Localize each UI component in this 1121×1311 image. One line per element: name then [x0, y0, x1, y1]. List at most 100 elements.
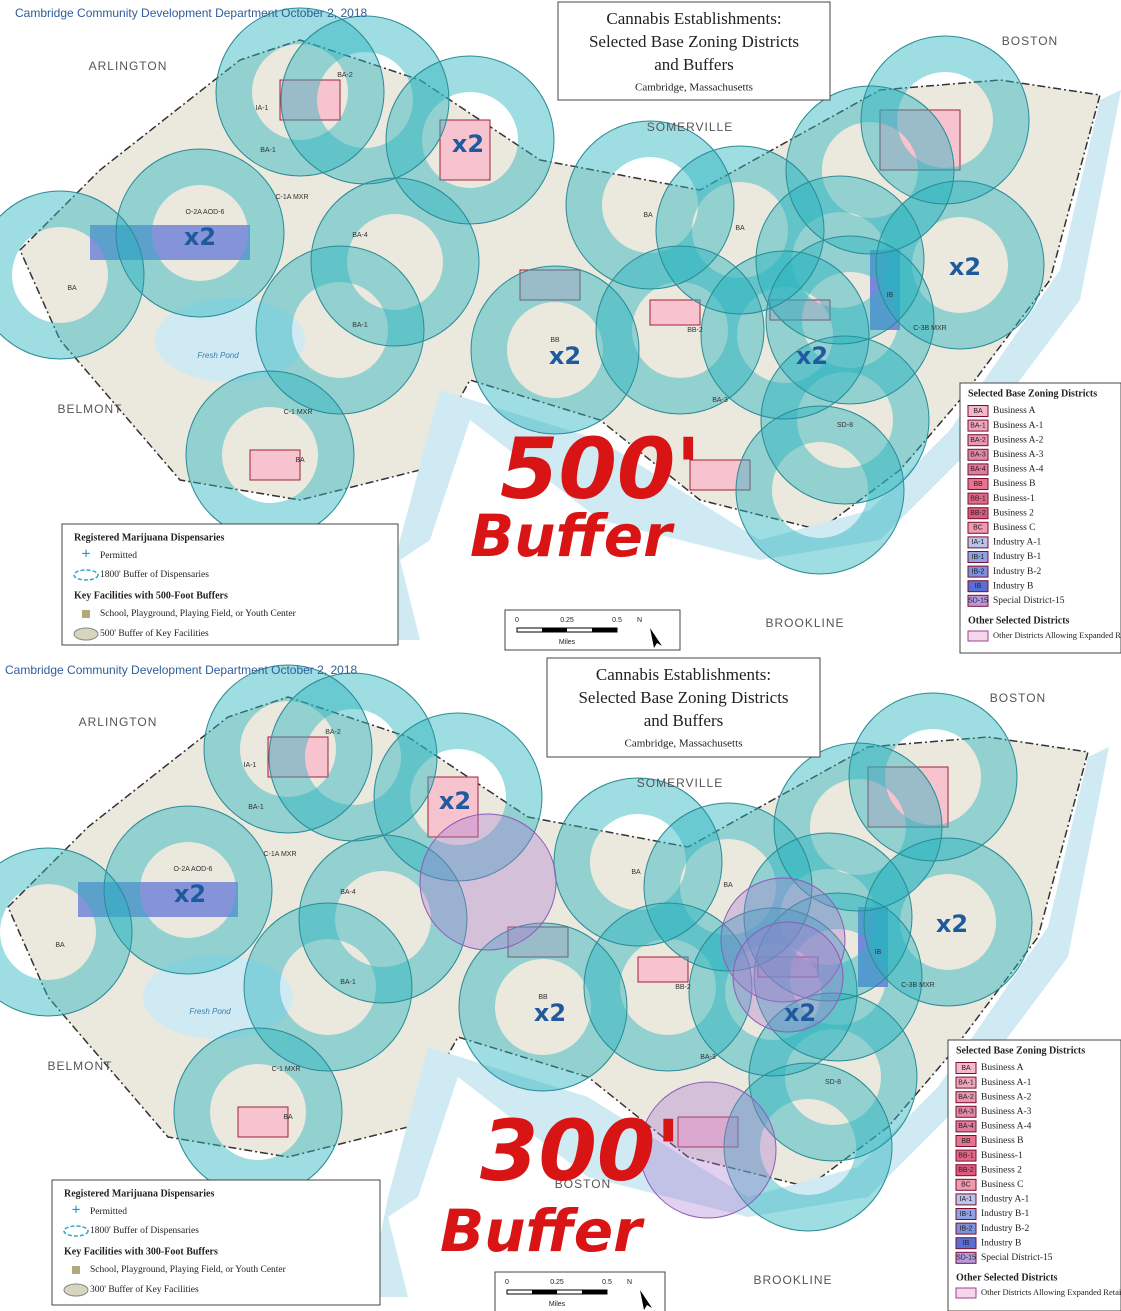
zone-code: IB-2 — [960, 1225, 973, 1232]
zone-name: Business A-3 — [993, 450, 1044, 460]
legend-item: 500' Buffer of Key Facilities — [100, 628, 209, 639]
facility-buffer — [766, 236, 934, 404]
legend-icon — [82, 610, 90, 618]
buffer-edge — [860, 35, 1030, 205]
added-buffer — [639, 1081, 777, 1219]
zone-name: Industry B-2 — [993, 567, 1042, 577]
legend-item: 300' Buffer of Key Facilities — [90, 1284, 199, 1295]
zone-swatch — [967, 419, 989, 432]
zone-code: BA-2 — [970, 437, 986, 444]
zone-code: BC — [961, 1182, 971, 1189]
zone-label: IB — [887, 292, 894, 299]
zone-name: Industry B-2 — [981, 1224, 1030, 1234]
buffer-edge — [298, 834, 468, 1004]
zone-label: BA-2 — [337, 72, 353, 79]
zone-label: C-3B MXR — [913, 325, 946, 332]
facility-buffer — [864, 838, 1032, 1006]
buffer-edge — [773, 742, 943, 912]
zone-code: BA-3 — [958, 1109, 974, 1116]
legend-icon — [73, 569, 99, 581]
legend-title: Selected Base Zoning Districts — [956, 1045, 1085, 1056]
district-patch — [649, 299, 701, 326]
zone-swatch — [955, 1237, 977, 1250]
buffer-edge — [700, 250, 870, 420]
zone-code: SD-15 — [968, 598, 988, 605]
scale-tick-label: 0.25 — [560, 617, 574, 624]
zone-code: BC — [973, 525, 983, 532]
zone-swatch — [955, 1222, 977, 1235]
title-line: Cannabis Establishments: — [606, 9, 781, 28]
zone-code: BA-4 — [970, 466, 986, 473]
facility-buffer — [311, 178, 479, 346]
title-line: Cannabis Establishments: — [596, 665, 771, 684]
zone-code: BA-1 — [958, 1079, 974, 1086]
zone-name: Business A — [993, 406, 1036, 416]
water-label: Fresh Pond — [197, 351, 239, 360]
zone-name: Business-1 — [981, 1151, 1023, 1161]
multiplier-label: x2 — [534, 999, 566, 1027]
buffer-edge — [875, 180, 1045, 350]
scale-tick-label: 0 — [505, 1279, 509, 1286]
buffer-edge — [760, 335, 930, 505]
scale-bar — [542, 628, 567, 632]
zone-name: Business B — [981, 1136, 1024, 1146]
legend-item: School, Playground, Playing Field, or Yo… — [90, 1265, 287, 1275]
buffer-edge — [848, 692, 1018, 862]
scale-tick-label: 0 — [515, 617, 519, 624]
multiplier-label: x2 — [452, 130, 484, 158]
map-panel: BA-2 IA-1 BA-1 C-1A MXR O-2A AOD-6 BA BA-4 BA-1… — [0, 657, 1121, 1311]
legend-title: Other Selected Districts — [968, 615, 1070, 626]
zone-name: Industry B-1 — [993, 552, 1042, 562]
facility-buffer — [386, 56, 554, 224]
zone-swatch — [955, 1105, 977, 1118]
facility-buffer — [104, 806, 272, 974]
zone-name: Business A-1 — [993, 421, 1044, 431]
legend-title: Key Facilities with 500-Foot Buffers — [74, 590, 228, 601]
zone-swatch — [967, 580, 989, 593]
zone-code: BA-2 — [958, 1094, 974, 1101]
facility-buffer — [656, 146, 824, 314]
buffer-edge — [643, 802, 813, 972]
zone-label: BA — [631, 869, 641, 876]
place-label: BOSTON — [990, 691, 1046, 705]
district-patch — [237, 1106, 289, 1138]
legend-title: Other Selected Districts — [956, 1272, 1058, 1283]
zone-name: Business A-4 — [993, 465, 1044, 475]
zone-code: BB-1 — [958, 1152, 974, 1159]
buffer-edge — [470, 265, 640, 435]
zone-label: C-1A MXR — [275, 194, 308, 201]
facility-buffer — [0, 848, 132, 1016]
facility-buffer — [724, 1063, 892, 1231]
industry-patch — [858, 907, 888, 987]
north-arrow — [640, 1290, 652, 1310]
legend-item: 1800' Buffer of Dispensaries — [100, 569, 209, 580]
zone-code: IA-1 — [972, 539, 985, 546]
scale-bar — [582, 1290, 607, 1294]
title-line: Selected Base Zoning Districts — [589, 32, 799, 51]
zone-name: Business C — [993, 523, 1036, 533]
buffer-edge — [655, 145, 825, 315]
zone-swatch — [955, 1149, 977, 1162]
zone-label: BA — [643, 212, 653, 219]
facility-buffer — [471, 266, 639, 434]
zone-swatch — [967, 565, 989, 578]
facility-buffer — [299, 835, 467, 1003]
zone-name: Business C — [981, 1180, 1024, 1190]
place-label: ARLINGTON — [89, 59, 168, 73]
hatch-swatch — [955, 1287, 977, 1299]
buffer-edge — [0, 847, 133, 1017]
zone-swatch — [967, 434, 989, 447]
zone-label: O-2A AOD-6 — [186, 209, 225, 216]
zone-label: BA-2 — [325, 729, 341, 736]
facility-buffer — [749, 993, 917, 1161]
district-patch — [267, 736, 329, 778]
zone-name: Industry B-1 — [981, 1209, 1030, 1219]
zone-swatch — [967, 463, 989, 476]
zone-swatch — [967, 521, 989, 534]
zone-label: C-1 MXR — [284, 409, 313, 416]
zone-label: BA — [295, 457, 305, 464]
facility-buffer — [269, 673, 437, 841]
zone-swatch — [955, 1178, 977, 1191]
facility-buffer — [174, 1028, 342, 1196]
facility-buffer — [459, 923, 627, 1091]
